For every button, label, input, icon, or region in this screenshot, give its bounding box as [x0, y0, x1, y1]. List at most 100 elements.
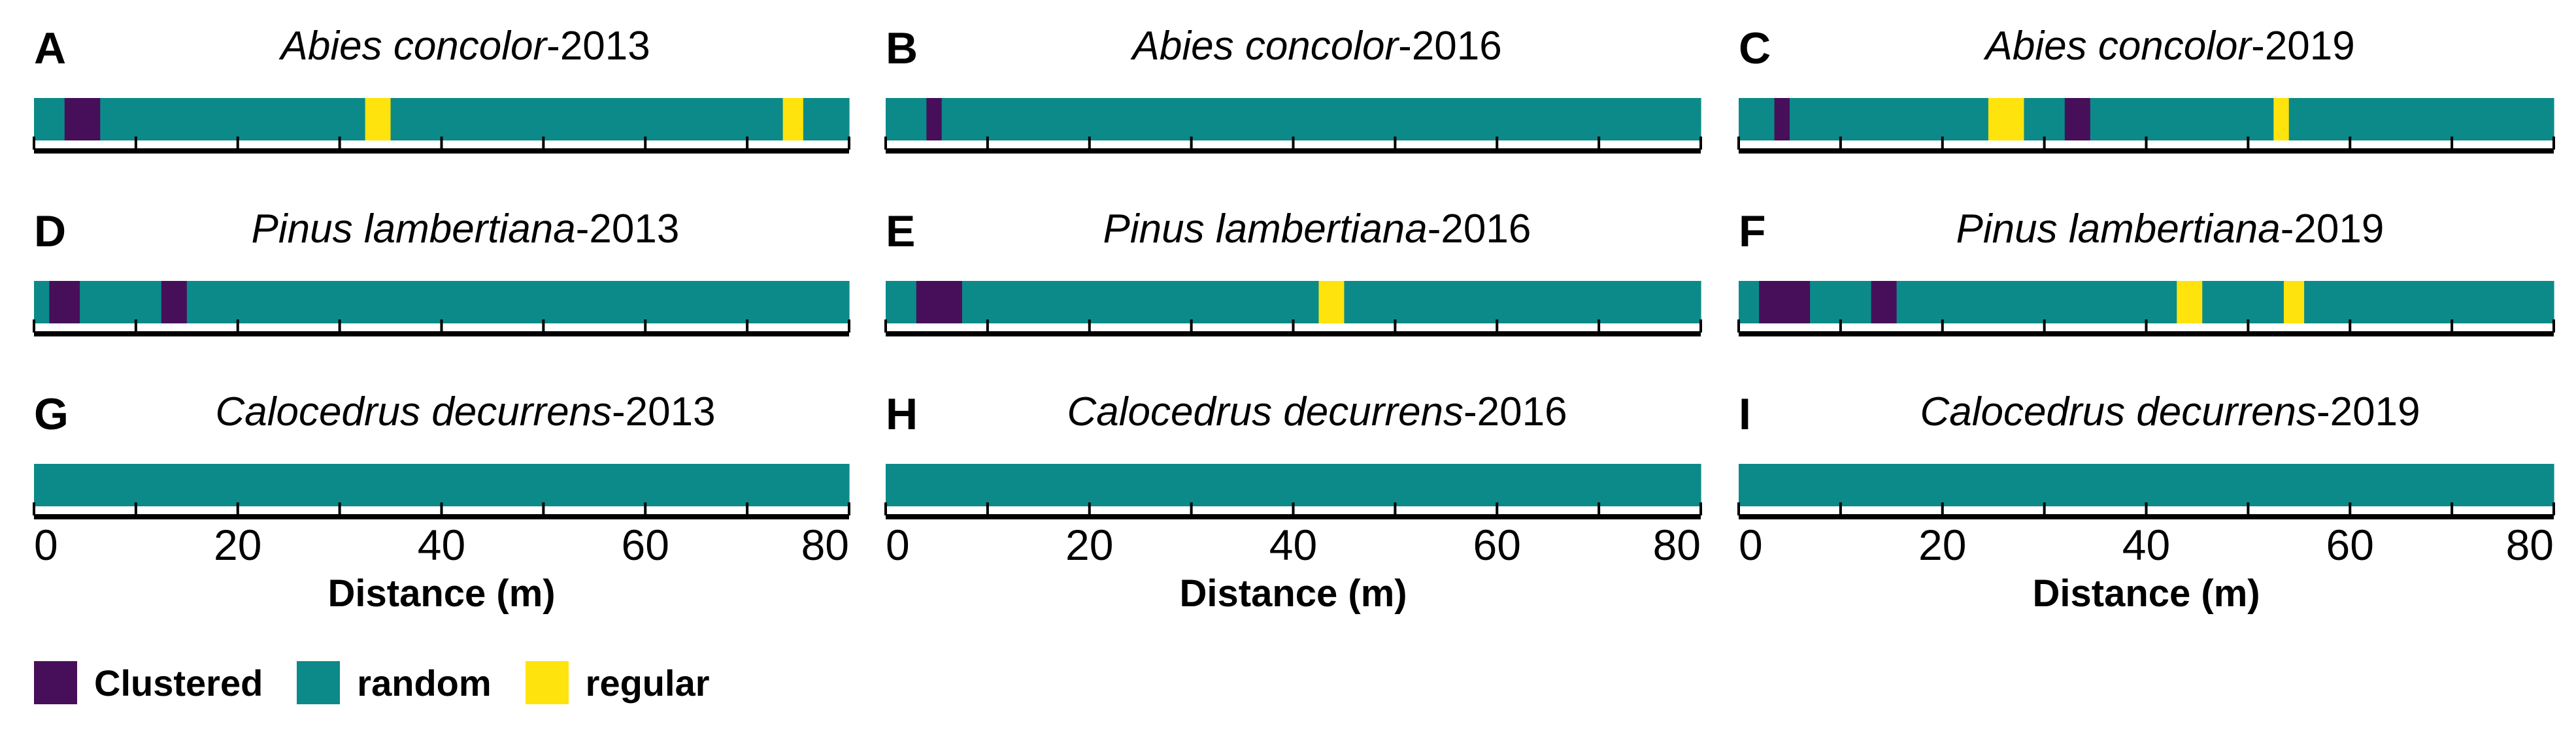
x-tick	[2247, 502, 2250, 515]
x-tick	[2451, 319, 2454, 333]
panel-title-year: -2016	[1464, 389, 1567, 434]
panel-title-species: Abies concolor	[280, 24, 547, 69]
x-tick	[33, 502, 35, 515]
x-tick	[2451, 137, 2454, 150]
segment-random	[1739, 98, 1775, 140]
segment-random	[1789, 98, 1989, 140]
segment-random	[2024, 98, 2066, 140]
x-tick	[884, 137, 887, 150]
x-tick	[542, 502, 545, 515]
x-tick	[2349, 502, 2352, 515]
panel-title: Calocedrus decurrens-2013	[216, 392, 716, 432]
x-tick	[644, 319, 647, 333]
x-tick-label: 80	[1653, 521, 1701, 569]
x-tick	[1737, 137, 1740, 150]
x-tick	[1941, 319, 1944, 333]
panel-title-year: -2019	[2317, 389, 2420, 434]
segment-clustered	[64, 98, 101, 140]
x-axis-line	[1739, 148, 2554, 154]
x-tick	[1292, 319, 1295, 333]
x-tick-label: 60	[2326, 521, 2374, 569]
panel-a: A Abies concolor-2013	[33, 26, 851, 206]
legend-swatch-random	[297, 661, 341, 704]
x-tick	[884, 502, 887, 515]
x-tick	[848, 137, 850, 150]
x-tick	[1190, 137, 1193, 150]
panel-plot: 0 20 40 60 80	[884, 464, 1702, 569]
panel-letter: B	[886, 24, 918, 73]
x-tick	[1699, 319, 1702, 333]
x-tick	[2247, 319, 2250, 333]
segment-regular	[2177, 281, 2203, 323]
segment-random	[1810, 281, 1872, 323]
panel-plot	[884, 98, 1702, 154]
x-tick	[1496, 319, 1499, 333]
panel-title-year: -2019	[2280, 206, 2384, 252]
x-tick	[1597, 319, 1601, 333]
x-tick	[746, 319, 749, 333]
x-tick-label: 0	[34, 521, 58, 569]
panel-title-year: -2013	[575, 206, 680, 252]
panel-letter: F	[1739, 206, 1766, 256]
panel-title-species: Calocedrus decurrens	[215, 389, 612, 434]
x-tick-label: 60	[1473, 521, 1521, 569]
x-tick	[1941, 137, 1944, 150]
x-tick	[2043, 319, 2046, 333]
panel-letter: E	[886, 206, 916, 256]
panel-plot	[1737, 281, 2555, 336]
x-tick	[1941, 502, 1944, 515]
x-tick	[1190, 502, 1193, 515]
segment-regular	[365, 98, 392, 140]
x-tick	[2145, 137, 2148, 150]
x-tick	[1699, 502, 1702, 515]
panel-title: Pinus lambertiana-2019	[1956, 209, 2384, 250]
x-tick	[2349, 319, 2352, 333]
panel-plot	[1737, 98, 2555, 154]
x-tick	[542, 137, 545, 150]
panel-title-year: -2016	[1398, 24, 1502, 69]
segment-clustered	[1774, 98, 1790, 140]
segment-random	[2304, 281, 2554, 323]
x-tick	[2043, 502, 2046, 515]
segment-regular	[1988, 98, 2025, 140]
x-tick-label: 40	[1269, 521, 1317, 569]
x-axis-line	[1739, 331, 2554, 336]
x-tick	[1699, 137, 1702, 150]
panel-letter: C	[1739, 24, 1771, 73]
x-tick	[236, 502, 239, 515]
panel-e: E Pinus lambertiana-2016	[884, 206, 1703, 389]
panel-title-year: -2016	[1427, 206, 1531, 252]
legend-swatch-regular	[525, 661, 569, 704]
x-tick	[1597, 502, 1601, 515]
legend: Clustered random regular	[34, 657, 744, 709]
x-tick	[134, 137, 137, 150]
panel-i: I Calocedrus decurrens-2019 0 20 40 60 80 Dista…	[1737, 389, 2556, 615]
segment-random	[1739, 464, 2554, 506]
panel-title: Pinus lambertiana-2013	[252, 209, 680, 250]
x-tick	[644, 137, 647, 150]
x-tick	[1292, 502, 1295, 515]
x-tick	[2349, 137, 2352, 150]
panel-plot	[33, 98, 850, 154]
legend-item-random: random	[297, 661, 492, 704]
panel-title-species: Pinus lambertiana	[251, 206, 576, 252]
segment-regular	[1318, 281, 1345, 323]
segment-clustered	[2064, 98, 2091, 140]
panel-plot	[884, 281, 1702, 336]
x-tick	[1394, 502, 1397, 515]
segment-regular	[2273, 98, 2290, 140]
legend-swatch-clustered	[34, 661, 77, 704]
segment-random	[100, 98, 366, 140]
panel-title: Calocedrus decurrens-2019	[1920, 392, 2420, 432]
x-tick	[1839, 502, 1842, 515]
x-tick	[1088, 319, 1091, 333]
x-axis-line	[886, 331, 1701, 336]
segment-clustered	[161, 281, 188, 323]
x-tick	[848, 319, 850, 333]
panel-title: Abies concolor-2013	[281, 26, 650, 67]
x-axis-label: Distance (m)	[2032, 572, 2260, 615]
legend-label-regular: regular	[585, 662, 710, 704]
panel-letter: I	[1739, 389, 1751, 439]
panel-title-species: Calocedrus decurrens	[1067, 389, 1464, 434]
